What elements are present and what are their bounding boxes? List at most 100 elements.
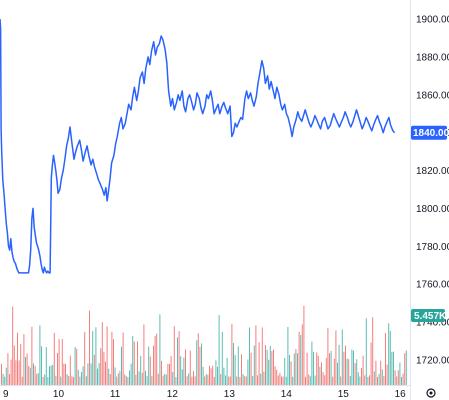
volume-bar bbox=[7, 353, 8, 385]
volume-bar bbox=[211, 368, 212, 385]
volume-bar bbox=[271, 351, 272, 385]
volume-bar bbox=[348, 359, 349, 385]
y-tick-label: 1860.00 bbox=[416, 90, 449, 101]
volume-bar bbox=[255, 325, 256, 385]
volume-bar bbox=[143, 325, 144, 386]
volume-bar bbox=[89, 311, 90, 385]
volume-bar bbox=[334, 359, 335, 385]
volume-bar bbox=[169, 364, 170, 385]
volume-bar bbox=[38, 373, 39, 385]
x-tick-label: 14 bbox=[281, 389, 293, 400]
volume-bar bbox=[340, 377, 341, 386]
volume-bar bbox=[206, 374, 207, 385]
price-line bbox=[0, 19, 395, 273]
volume-bar bbox=[295, 349, 296, 385]
volume-bar bbox=[217, 367, 218, 385]
volume-bar bbox=[17, 333, 18, 385]
volume-bar bbox=[294, 353, 295, 385]
volume-bar bbox=[236, 377, 237, 386]
volume-bar bbox=[321, 362, 322, 385]
volume-bar bbox=[347, 359, 348, 386]
volume-bar bbox=[54, 333, 55, 385]
volume-bar bbox=[244, 376, 245, 385]
volume-bar bbox=[28, 366, 29, 385]
volume-bar bbox=[385, 333, 386, 385]
volume-bar bbox=[292, 377, 293, 385]
volume-bar bbox=[55, 376, 56, 385]
volume-bar bbox=[12, 307, 13, 386]
volume-bar bbox=[246, 377, 247, 386]
gear-icon[interactable] bbox=[427, 389, 435, 397]
volume-bar bbox=[215, 360, 216, 385]
volume-bar bbox=[108, 369, 109, 385]
volume-bar bbox=[23, 334, 24, 385]
volume-bar bbox=[79, 377, 80, 385]
volume-bar bbox=[249, 327, 250, 385]
volume-bar bbox=[36, 374, 37, 385]
y-tick-label: 1720.00 bbox=[416, 356, 449, 367]
volume-bar bbox=[156, 334, 157, 385]
volume-bar bbox=[78, 370, 79, 385]
volume-bar bbox=[247, 360, 248, 386]
volume-bar bbox=[118, 374, 119, 386]
volume-bar bbox=[182, 369, 183, 385]
volume-bar bbox=[287, 327, 288, 385]
volume-bar bbox=[372, 317, 373, 385]
volume-bar bbox=[175, 377, 176, 385]
volume-bar bbox=[327, 328, 328, 385]
volume-bar bbox=[47, 377, 48, 385]
volume-bar bbox=[303, 306, 304, 385]
volume-bar bbox=[297, 353, 298, 385]
volume-bar bbox=[363, 356, 364, 385]
volume-bar bbox=[113, 339, 114, 385]
volume-bar bbox=[207, 375, 208, 385]
volume-bar bbox=[148, 347, 149, 385]
volume-bar bbox=[174, 326, 175, 385]
volume-bar bbox=[105, 362, 106, 385]
volume-bar bbox=[335, 330, 336, 385]
volume-badge: 5.457K bbox=[411, 309, 447, 322]
x-axis-ticks[interactable]: 9 10 11 12 13 14 15 16 bbox=[3, 389, 406, 400]
volume-bar bbox=[235, 355, 236, 385]
volume-bar bbox=[310, 376, 311, 385]
x-tick-label: 15 bbox=[338, 389, 350, 400]
volume-bar bbox=[95, 327, 96, 385]
volume-bar bbox=[161, 361, 162, 385]
volume-bar bbox=[86, 376, 87, 385]
volume-bar bbox=[367, 377, 368, 385]
volume-bar bbox=[19, 361, 20, 386]
volume-bar bbox=[195, 376, 196, 385]
volume-bar bbox=[131, 364, 132, 385]
volume-bar bbox=[289, 355, 290, 385]
y-tick-label: 1760.00 bbox=[416, 280, 449, 291]
volume-bar bbox=[6, 368, 7, 385]
volume-bar bbox=[267, 350, 268, 385]
volume-bar bbox=[374, 371, 375, 385]
volume-bar bbox=[67, 374, 68, 385]
volume-bar bbox=[171, 356, 172, 385]
volume-bar bbox=[358, 372, 359, 385]
volume-bar bbox=[393, 352, 394, 385]
price-badge: 1840.00 bbox=[411, 126, 449, 140]
volume-bar bbox=[73, 377, 74, 385]
volume-bar bbox=[351, 349, 352, 385]
volume-bar bbox=[91, 363, 92, 385]
volume-bar bbox=[387, 365, 388, 385]
volume-bar bbox=[140, 356, 141, 385]
volume-bar bbox=[300, 335, 301, 385]
volume-bar bbox=[279, 373, 280, 385]
volume-bar bbox=[388, 323, 389, 385]
volume-bar bbox=[76, 349, 77, 385]
volume-bar bbox=[3, 374, 4, 385]
volume-bar bbox=[395, 370, 396, 385]
volume-bar bbox=[65, 364, 66, 385]
volume-bar bbox=[259, 342, 260, 385]
volume-bar bbox=[220, 374, 221, 385]
volume-bar bbox=[323, 372, 324, 385]
volume-bar bbox=[132, 336, 133, 385]
volume-bar bbox=[75, 347, 76, 385]
volume-bar bbox=[1, 364, 2, 385]
volume-bar bbox=[278, 376, 279, 386]
volume-bar bbox=[315, 376, 316, 385]
